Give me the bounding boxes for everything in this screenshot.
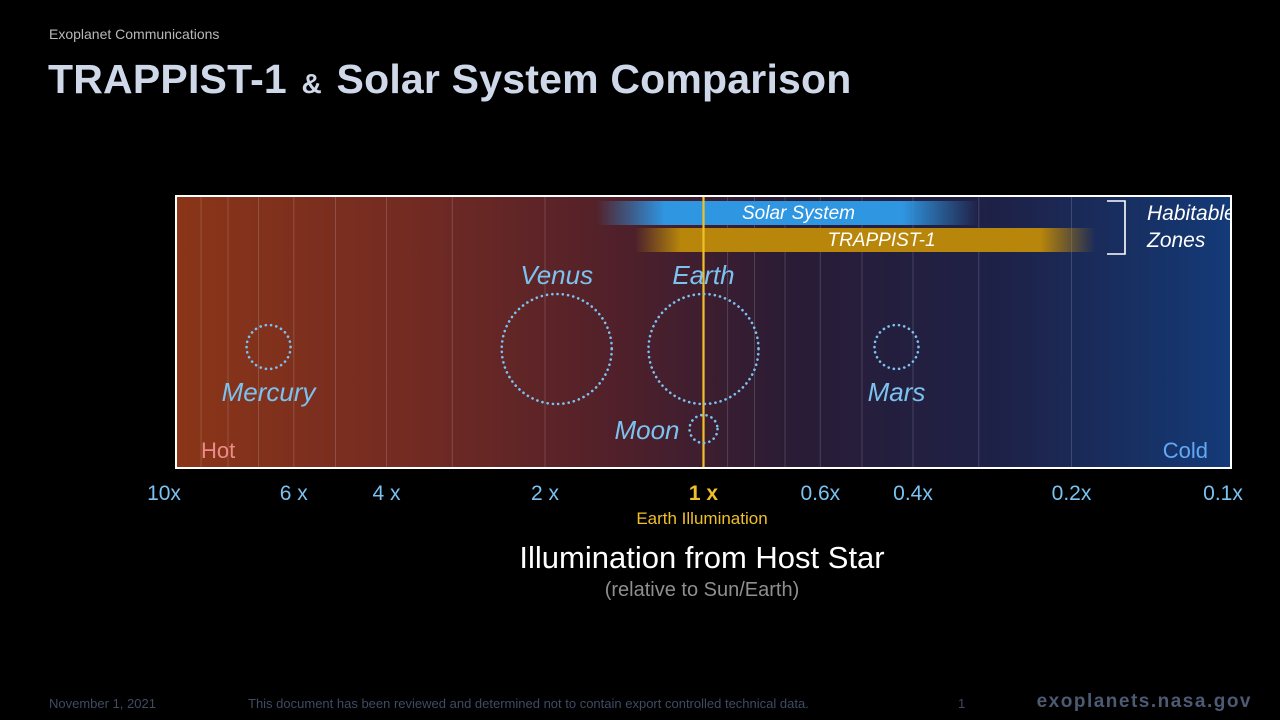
mercury-circle: [245, 323, 292, 371]
page-title: TRAPPIST-1 & Solar System Comparison: [48, 56, 852, 103]
habitable-zones-label-line2: Zones: [1146, 229, 1206, 252]
diagram-labels: Mercury Venus Earth Moon Mars Hot Cold: [201, 260, 1208, 463]
mars-label: Mars: [868, 377, 926, 407]
venus-label: Venus: [520, 260, 593, 290]
planet-bodies: [245, 292, 920, 445]
habitable-band-trappist-1: [634, 228, 1096, 252]
footer-disclaimer: This document has been reviewed and dete…: [248, 696, 809, 711]
footer-date: November 1, 2021: [49, 696, 156, 711]
x-tick-label: 0.2x: [1051, 482, 1092, 505]
earth-circle: [647, 292, 760, 406]
earth-illumination-label: Earth Illumination: [636, 509, 768, 528]
mars-circle: [873, 323, 920, 371]
habitable-zone-bands: Solar System TRAPPIST-1 Habitable Zones: [596, 200, 1230, 255]
title-part1: TRAPPIST-1: [48, 56, 287, 102]
moon-circle: [688, 413, 719, 445]
habitable-band-label: TRAPPIST-1: [827, 230, 935, 251]
x-tick-label: 4 x: [372, 482, 401, 505]
x-tick-label: 0.6x: [800, 482, 841, 505]
habitable-band-label: Solar System: [742, 203, 855, 224]
x-tick-label: 10x: [147, 482, 181, 505]
moon-label: Moon: [614, 415, 679, 445]
x-tick-label: 1 x: [688, 482, 719, 505]
title-part2: Solar System Comparison: [336, 56, 852, 102]
x-tick-label: 0.4x: [893, 482, 933, 505]
earth-label: Earth: [672, 260, 734, 290]
footer-brand: exoplanets.nasa.gov: [1036, 691, 1252, 712]
habitable-band-solar-system: [596, 201, 979, 225]
x-axis-subtitle: (relative to Sun/Earth): [604, 579, 800, 601]
x-tick-label: 6 x: [279, 482, 308, 505]
x-tick-label: 2 x: [530, 482, 560, 505]
venus-circle: [500, 292, 614, 406]
header-kicker: Exoplanet Communications: [49, 26, 220, 42]
comparison-diagram: Solar System TRAPPIST-1 Habitable Zones Mer…: [200, 197, 1230, 467]
hot-label: Hot: [201, 438, 235, 463]
x-tick-label: 0.1x: [1203, 482, 1243, 505]
plot-area: Solar System TRAPPIST-1 Habitable Zones Mer…: [175, 195, 1232, 469]
mercury-label: Mercury: [222, 377, 318, 407]
habitable-zones-label-line1: Habitable: [1147, 202, 1230, 225]
x-axis-title: Illumination from Host Star: [519, 540, 885, 575]
title-ampersand: &: [301, 68, 322, 99]
cold-label: Cold: [1163, 438, 1208, 463]
footer-page-number: 1: [958, 696, 966, 711]
habitable-zones-bracket: [1107, 200, 1126, 255]
